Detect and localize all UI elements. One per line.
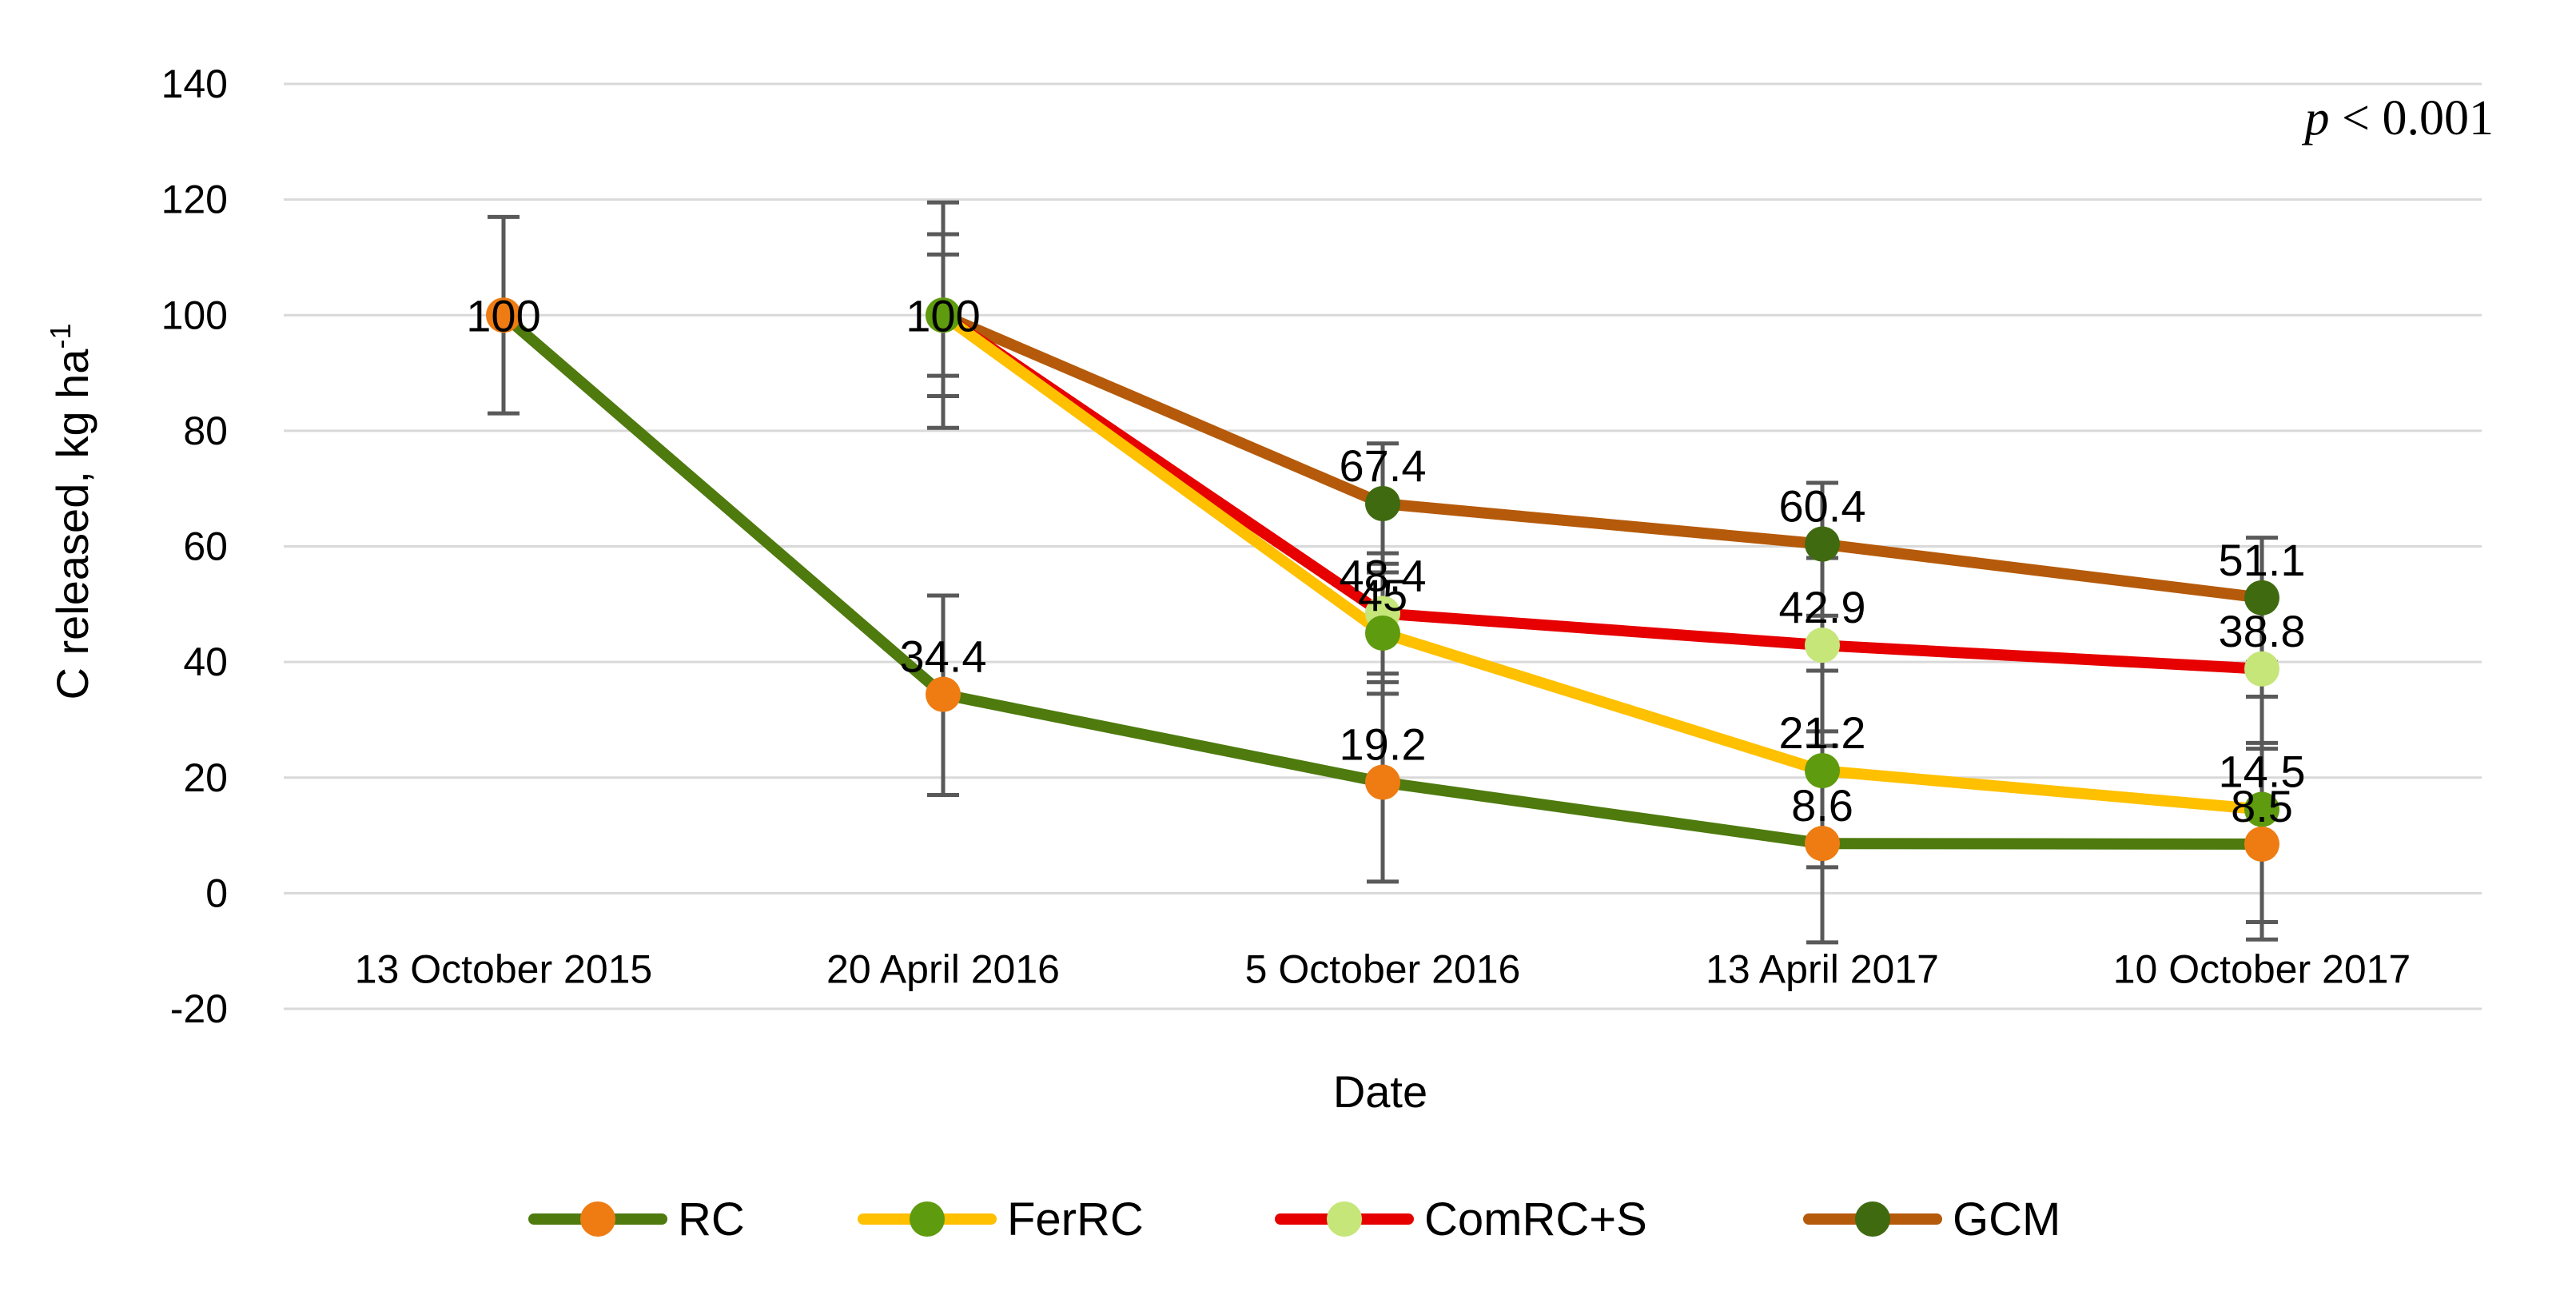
legend-label: GCM [1953, 1193, 2060, 1245]
x-tick-label: 20 April 2016 [826, 946, 1060, 991]
data-point [2244, 826, 2279, 862]
series-line-gcm [938, 309, 2267, 604]
y-axis-title-superscript: -1 [44, 324, 77, 349]
series-line-comrc-s [938, 309, 2267, 675]
data-labels: 100 34.4 19.2 8.6 8.5 45 21.2 14.5 48.4 42.9 38.8 1… [466, 290, 2305, 831]
data-label: 38.8 [2219, 606, 2306, 656]
data-point [1805, 628, 1840, 663]
y-axis-title: C released, kg ha-1 [44, 324, 98, 700]
p-value-text: < 0.001 [2330, 91, 2494, 145]
x-tick-label: 5 October 2016 [1245, 946, 1521, 991]
data-point [486, 297, 521, 333]
data-label: 19.2 [1340, 719, 1427, 770]
data-label: 45 [1358, 570, 1407, 620]
y-axis-title-text: C released, kg ha [47, 349, 98, 700]
x-tick-label: 13 October 2015 [355, 946, 653, 991]
y-tick-label: 80 [183, 408, 228, 453]
data-point [1365, 485, 1400, 521]
series-line-ferrc [938, 309, 2267, 815]
legend-item: GCM [1803, 1193, 2060, 1245]
data-label: 8.5 [2231, 781, 2293, 831]
data-point [1805, 526, 1840, 562]
legend-item: ComRC+S [1275, 1193, 1647, 1245]
y-tick-label: 120 [161, 177, 228, 222]
data-point [1365, 764, 1400, 800]
y-tick-label: 140 [161, 62, 228, 106]
data-point [926, 297, 961, 333]
data-point [2244, 651, 2279, 687]
data-label: 100 [906, 290, 980, 341]
data-label: 48.4 [1340, 550, 1427, 600]
legend-label: RC [678, 1193, 745, 1245]
legend-swatch-marker [1327, 1201, 1362, 1237]
legend-swatch-marker [580, 1201, 615, 1237]
legend-item: FerRC [858, 1193, 1144, 1245]
data-label: 8.6 [1791, 780, 1853, 831]
series-markers [486, 297, 2279, 862]
data-point [2244, 580, 2279, 616]
data-label: 42.9 [1779, 582, 1866, 632]
data-point [1805, 826, 1840, 862]
data-label: 100 [466, 290, 540, 341]
data-label: 21.2 [1779, 707, 1866, 758]
x-tick-label: 13 April 2017 [1706, 946, 1939, 991]
legend-swatch-marker [910, 1201, 945, 1237]
y-tick-label: 40 [183, 640, 228, 684]
y-tick-label: 100 [161, 293, 228, 337]
data-label: 34.4 [900, 632, 987, 682]
data-label: 60.4 [1779, 481, 1866, 532]
y-tick-label: 0 [205, 871, 228, 915]
data-point [926, 676, 961, 712]
p-value-annotation: p < 0.001 [2302, 91, 2494, 145]
data-point [1365, 615, 1400, 651]
y-tick-label: -20 [170, 986, 228, 1031]
p-value-symbol: p [2302, 91, 2330, 145]
legend-swatch-marker [1855, 1201, 1890, 1237]
data-label: 14.5 [2219, 747, 2306, 797]
x-axis-title: Date [1333, 1066, 1427, 1117]
x-tick-labels: 13 October 2015 20 April 2016 5 October 20… [355, 946, 2411, 991]
legend-item: RC [528, 1193, 745, 1245]
legend-label: FerRC [1007, 1193, 1144, 1245]
y-tick-label: 20 [183, 755, 228, 800]
y-tick-labels: -20 0 20 40 60 80 100 120 140 [161, 62, 228, 1031]
data-point [1805, 753, 1840, 789]
data-label: 51.1 [2219, 535, 2306, 585]
x-tick-label: 10 October 2017 [2113, 946, 2411, 991]
data-point [2244, 791, 2279, 827]
legend-label: ComRC+S [1424, 1193, 1647, 1245]
legend: RC FerRC ComRC+S GCM [528, 1193, 2060, 1245]
data-label: 67.4 [1340, 440, 1427, 491]
y-tick-label: 60 [183, 524, 228, 569]
